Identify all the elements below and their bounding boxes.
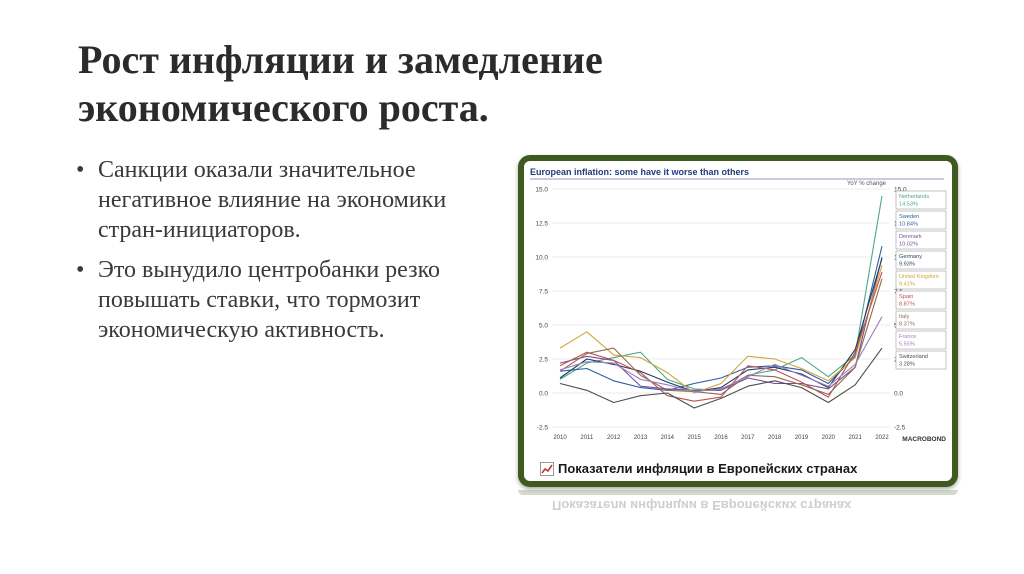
caption-reflection-text: Показатели инфляции в Европейских страна… (552, 498, 852, 513)
line-chart-icon (540, 462, 554, 476)
series-line-germany (559, 258, 883, 393)
legend-box (895, 210, 947, 230)
x-tick-label: 2020 (822, 435, 836, 441)
y-tick-label: 12.5 (535, 221, 548, 228)
series-line-united-kingdom (559, 265, 883, 394)
y-tick-label: 0.0 (539, 391, 548, 398)
bullet-item: • Санкции оказали значительное негативно… (74, 155, 474, 245)
series-line-denmark (559, 256, 883, 391)
y-tick-label: 10.0 (535, 255, 548, 262)
y-tick-label: 7.5 (539, 289, 548, 296)
bullet-glyph: • (76, 157, 85, 183)
x-tick-label: 2017 (741, 435, 755, 441)
legend-box (895, 350, 947, 370)
x-tick-label: 2014 (661, 435, 675, 441)
legend-name: Italy (899, 314, 909, 320)
legend-value: 9.41% (899, 282, 915, 288)
x-tick-label: 2016 (714, 435, 728, 441)
y-tick-label: 15.0 (535, 187, 548, 194)
legend-name: Switzerland (899, 354, 928, 360)
frame-reflection (518, 490, 958, 495)
legend-value: 10.02% (899, 242, 918, 248)
legend-value: 10.84% (899, 222, 918, 228)
inflation-chart: European inflation: some have it worse t… (530, 167, 947, 443)
legend-name: France (899, 334, 916, 340)
y-tick-label: -2.5 (537, 425, 549, 432)
legend-name: Sweden (899, 214, 919, 220)
caption-reflection: Показатели инфляции в Европейских страна… (518, 490, 958, 560)
series-line-sweden (559, 245, 883, 391)
y-tick-label-right: 0.0 (894, 391, 903, 398)
x-tick-label: 2013 (634, 435, 648, 441)
legend-box (895, 310, 947, 330)
legend-name: Germany (899, 254, 922, 260)
series-line-france (559, 316, 883, 393)
x-tick-label: 2012 (607, 435, 621, 441)
source-logo: MACROBOND (902, 436, 946, 443)
bullet-text: Санкции оказали значительное негативное … (98, 157, 447, 243)
x-tick-label: 2015 (687, 435, 701, 441)
caption-text: Показатели инфляции в Европейских страна… (558, 461, 858, 476)
legend-value: 3.28% (899, 362, 915, 368)
legend-value: 8.87% (899, 302, 915, 308)
y-tick-label-right: 15.0 (894, 187, 907, 194)
x-tick-label: 2011 (580, 435, 594, 441)
chart-frame: European inflation: some have it worse t… (518, 155, 958, 487)
y-tick-label-right: -2.5 (894, 425, 906, 432)
series-line-italy (559, 278, 883, 395)
series-line-spain (559, 271, 883, 402)
legend-name: Spain (899, 294, 913, 300)
legend-box (895, 230, 947, 250)
x-tick-label: 2019 (795, 435, 809, 441)
legend-box (895, 190, 947, 210)
bullet-list: • Санкции оказали значительное негативно… (74, 155, 474, 355)
legend-value: 9.93% (899, 262, 915, 268)
series-line-switzerland (559, 347, 883, 409)
x-tick-label: 2021 (848, 435, 862, 441)
legend-value: 14.53% (899, 202, 918, 208)
legend-box (895, 270, 947, 290)
legend-value: 5.55% (899, 342, 915, 348)
y-tick-label: 2.5 (539, 357, 548, 364)
legend-name: United Kingdom (899, 274, 939, 280)
y-tick-label: 5.0 (539, 323, 548, 330)
legend-name: Denmark (899, 234, 922, 240)
bullet-glyph: • (76, 257, 85, 283)
y-axis-label: YoY % change (847, 181, 887, 187)
x-tick-label: 2010 (553, 435, 567, 441)
legend-box (895, 290, 947, 310)
x-tick-label: 2018 (768, 435, 782, 441)
chart-title: European inflation: some have it worse t… (530, 167, 749, 177)
x-tick-label: 2022 (875, 435, 889, 441)
legend-name: Netherlands (899, 194, 929, 200)
bullet-item: • Это вынудило центробанки резко повышат… (74, 255, 474, 345)
bullet-text: Это вынудило центробанки резко повышать … (98, 257, 441, 343)
slide-title: Рост инфляции и замедление экономическог… (78, 37, 603, 130)
series-line-netherlands (559, 195, 883, 391)
legend-box (895, 330, 947, 350)
legend-value: 8.37% (899, 322, 915, 328)
legend-box (895, 250, 947, 270)
